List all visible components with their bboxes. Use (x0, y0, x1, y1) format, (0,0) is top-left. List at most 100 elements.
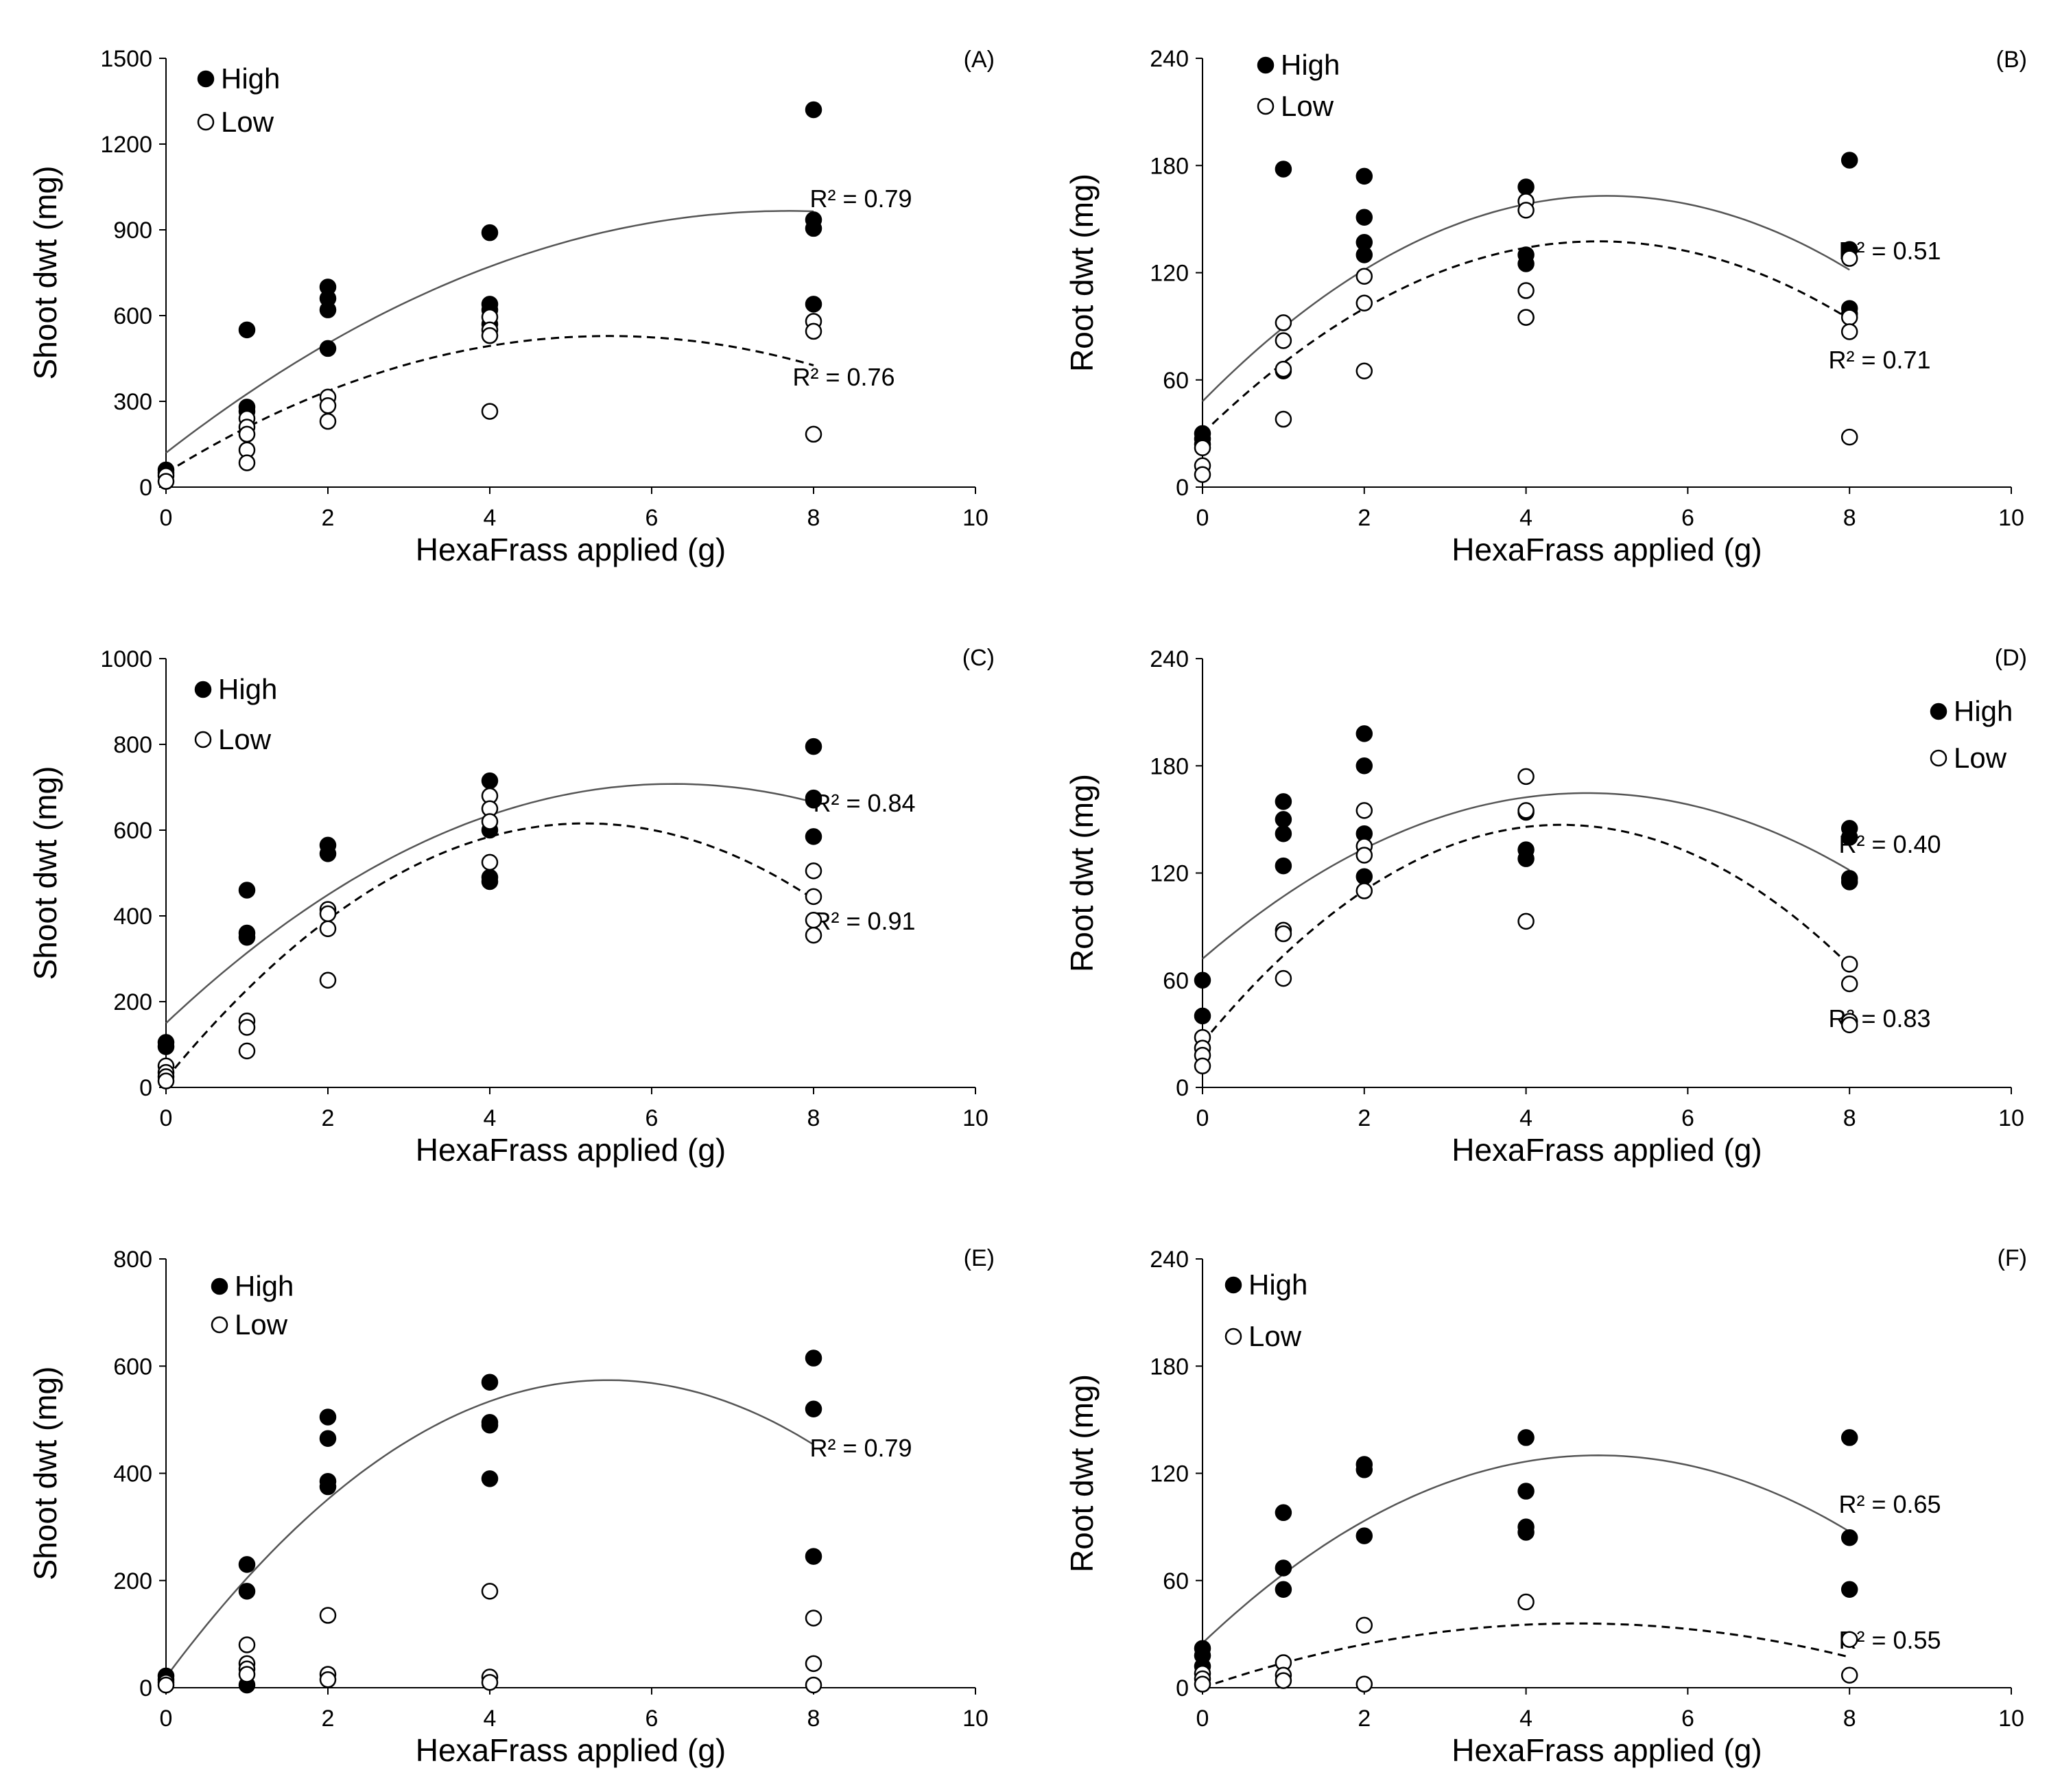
data-point-low (238, 454, 256, 471)
data-point-high (1517, 1524, 1535, 1541)
x-axis-title: HexaFrass applied (g) (1452, 1732, 1762, 1768)
data-point-high (1355, 1527, 1373, 1544)
y-tick-label: 60 (1163, 1568, 1189, 1594)
data-point-high (1355, 757, 1373, 775)
data-point-high (1840, 1529, 1858, 1546)
data-point-high (805, 1548, 822, 1565)
x-tick-label: 10 (1998, 505, 2024, 531)
r2-label-high: R² = 0.84 (813, 789, 915, 817)
x-axis-title: HexaFrass applied (g) (416, 1132, 726, 1168)
panel-e: 0 200 400 600 800 0 2 4 6 8 10 HexaFrass applied (g… (27, 1245, 995, 1768)
data-point-high (238, 321, 256, 339)
data-point-high (1355, 209, 1373, 226)
x-tick-label: 0 (1196, 505, 1209, 531)
data-point-high (319, 340, 337, 357)
r2-label-low: R² = 0.71 (1828, 346, 1930, 374)
y-tick-label: 0 (1176, 1675, 1189, 1701)
data-point-low (1517, 802, 1535, 819)
data-point-high (805, 828, 822, 845)
data-point-low (805, 926, 822, 944)
data-point-low (1517, 1593, 1535, 1611)
x-axis-title: HexaFrass applied (g) (1452, 1132, 1762, 1168)
x-tick-label: 8 (807, 1706, 820, 1732)
x-tick-label: 0 (160, 1706, 173, 1732)
y-tick-label: 400 (113, 904, 152, 930)
data-point-high (319, 1408, 337, 1426)
data-point-high (481, 772, 499, 790)
data-point-low (238, 1666, 256, 1683)
data-point-high (1355, 725, 1373, 742)
x-tick-label: 6 (646, 1706, 659, 1732)
legend-marker-low (1224, 1328, 1242, 1345)
data-point-high (1517, 255, 1535, 272)
x-tick-label: 0 (160, 505, 173, 531)
x-tick-label: 0 (1196, 1706, 1209, 1732)
legend-marker-low (1930, 749, 1947, 767)
data-point-high (1275, 161, 1292, 178)
data-point-low (1275, 925, 1292, 943)
x-tick-label: 6 (1681, 1105, 1694, 1131)
legend-label-high: High (218, 673, 277, 705)
data-point-low (1840, 428, 1858, 446)
data-point-low (238, 1636, 256, 1653)
data-point-low (1275, 314, 1292, 331)
x-tick-label: 4 (484, 505, 497, 531)
data-point-low (1355, 847, 1373, 864)
data-point-low (481, 1673, 499, 1691)
y-tick-label: 0 (139, 1675, 152, 1701)
panel-label: (F) (1998, 1245, 2027, 1271)
data-point-high (1194, 1007, 1211, 1025)
legend-marker-low (194, 731, 212, 748)
data-point-low (1275, 360, 1292, 378)
trendline-low (165, 335, 814, 474)
data-point-high (319, 845, 337, 862)
panel-f: 0 60 120 180 240 0 2 4 6 8 10 HexaFrass applied (g)… (1064, 1245, 2027, 1768)
x-tick-label: 10 (962, 1105, 988, 1131)
data-point-low (481, 327, 499, 344)
y-axis-title: Root dwt (mg) (1064, 1374, 1100, 1572)
legend-label-low: Low (1281, 90, 1334, 122)
y-tick-label: 1200 (100, 132, 152, 158)
x-tick-label: 6 (646, 1105, 659, 1131)
data-point-high (1517, 1429, 1535, 1446)
data-point-high (1840, 873, 1858, 891)
data-point-low (319, 920, 337, 937)
panel-label: (C) (962, 645, 995, 671)
legend-label-high: High (1281, 49, 1340, 81)
data-point-low (1840, 975, 1858, 993)
data-point-high (1840, 152, 1858, 169)
data-point-high (481, 1374, 499, 1391)
x-tick-label: 0 (160, 1105, 173, 1131)
y-tick-label: 300 (113, 389, 152, 415)
legend-label-low: Low (221, 106, 274, 138)
y-tick-label: 60 (1163, 368, 1189, 394)
legend-label-high: High (1954, 695, 2013, 727)
data-point-low (1840, 1631, 1858, 1648)
x-tick-label: 4 (484, 1706, 497, 1732)
r2-label-low: R² = 0.91 (813, 907, 915, 935)
legend-label-high: High (1248, 1269, 1307, 1301)
panel-label: (B) (1996, 47, 2027, 73)
data-point-high (805, 220, 822, 237)
legend-marker-high (1257, 56, 1275, 74)
y-tick-label: 600 (113, 818, 152, 844)
x-tick-label: 2 (322, 505, 335, 531)
y-axis-title: Shoot dwt (mg) (27, 766, 63, 980)
y-tick-label: 240 (1150, 1247, 1189, 1273)
x-tick-label: 8 (1843, 1706, 1856, 1732)
y-tick-label: 240 (1150, 646, 1189, 672)
data-point-low (1840, 1016, 1858, 1034)
y-tick-label: 120 (1150, 861, 1189, 887)
data-point-high (238, 1583, 256, 1600)
panel-c: 0 200 400 600 800 1000 0 2 4 6 8 10 HexaFrass applie… (27, 645, 995, 1168)
data-point-low (1517, 282, 1535, 299)
r2-label-low: R² = 0.76 (792, 363, 895, 391)
legend-marker-high (1930, 703, 1947, 720)
y-tick-label: 800 (113, 732, 152, 758)
data-point-low (319, 1607, 337, 1624)
data-point-high (1275, 825, 1292, 842)
y-tick-label: 400 (113, 1461, 152, 1487)
data-point-low (157, 1072, 175, 1089)
x-tick-label: 6 (1681, 1706, 1694, 1732)
